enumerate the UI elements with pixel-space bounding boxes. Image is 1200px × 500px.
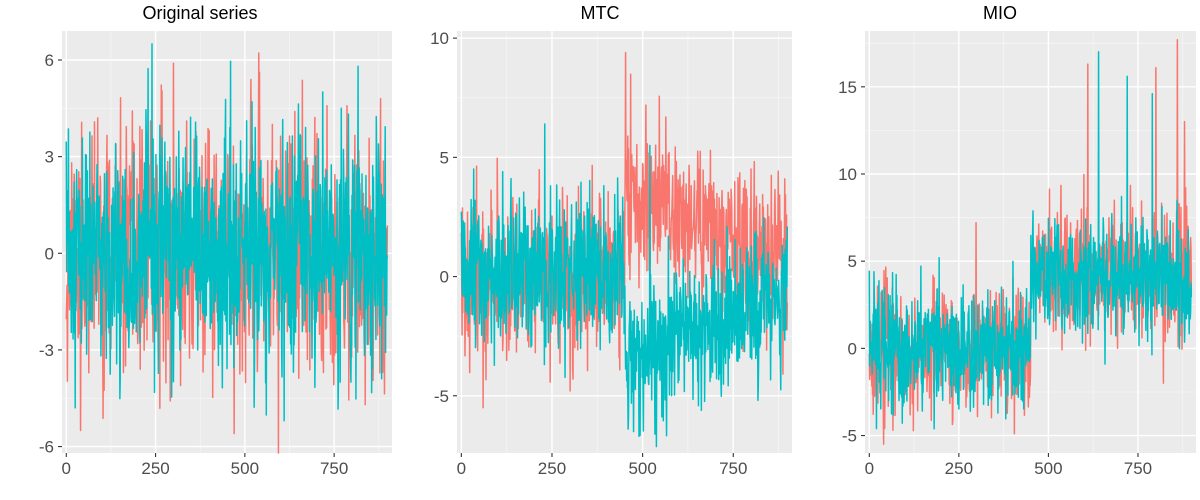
y-tick-label: 0 [848, 339, 857, 358]
y-tick-label: 15 [838, 78, 857, 97]
y-tick-label: 0 [440, 268, 449, 287]
y-tick-label: -6 [39, 438, 54, 457]
x-tick-label: 500 [231, 459, 259, 478]
y-tick-label: 0 [45, 244, 54, 263]
chart-title-mio: MIO [983, 3, 1017, 23]
series-line-2 [65, 43, 389, 422]
chart-svg-mtc: -5 0 5 10 0 250 500 750 [430, 29, 792, 478]
y-tick-label: 3 [45, 148, 54, 167]
x-tick-label: 750 [719, 459, 747, 478]
chart-title-mtc: MTC [580, 3, 620, 23]
x-tick-label: 0 [865, 459, 874, 478]
x-tick-label: 250 [945, 459, 973, 478]
series-line-2 [460, 123, 789, 448]
x-tick-label: 500 [628, 459, 656, 478]
y-tick-label: -3 [39, 341, 54, 360]
chart-panel-mio: -5 0 5 10 15 0 250 500 750 MIO [800, 0, 1200, 500]
chart-panel-mtc: -5 0 5 10 0 250 500 750 MTC [400, 0, 800, 500]
chart-panel-original: -6 -3 0 3 6 0 250 500 750 Original series [0, 0, 400, 500]
x-tick-label: 500 [1034, 459, 1062, 478]
y-tick-label: 5 [440, 148, 449, 167]
x-tick-label: 250 [141, 459, 169, 478]
y-tick-label: 5 [848, 252, 857, 271]
x-tick-label: 750 [320, 459, 348, 478]
y-tick-label: -5 [842, 427, 857, 446]
x-tick-label: 0 [457, 459, 466, 478]
x-tick-label: 250 [538, 459, 566, 478]
y-tick-label: 10 [838, 165, 857, 184]
y-tick-label: 10 [430, 29, 449, 48]
y-tick-label: -5 [434, 387, 449, 406]
y-tick-label: 6 [45, 51, 54, 70]
x-tick-label: 0 [62, 459, 71, 478]
chart-svg-mio: -5 0 5 10 15 0 250 500 750 [838, 31, 1196, 478]
chart-title-original: Original series [142, 3, 258, 23]
series-line-2 [868, 51, 1193, 430]
x-tick-label: 750 [1124, 459, 1152, 478]
chart-svg-original: -6 -3 0 3 6 0 250 500 750 [39, 31, 392, 478]
